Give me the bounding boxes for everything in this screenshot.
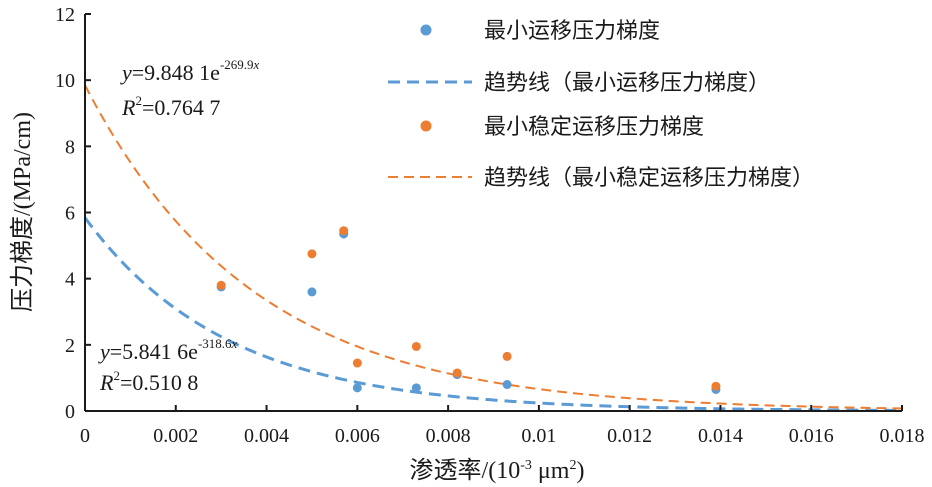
x-tick-label: 0.008: [426, 425, 471, 447]
legend-marker-orange: [420, 120, 432, 132]
data-point: [411, 341, 421, 351]
legend-label-trend-min-migration: 趋势线（最小运移压力梯度）: [484, 71, 770, 96]
orange-fit-r2: R2=0.764 7: [121, 93, 220, 120]
trend-line-blue: [83, 216, 903, 412]
x-axis-ticks: 0 0.002 0.004 0.006 0.008 0.01 0.012 0.014 0.016…: [80, 405, 925, 447]
blue-fit-r2: R2=0.510 8: [99, 368, 198, 395]
trend-line-orange: [84, 84, 903, 410]
y-tick-label: 10: [55, 70, 75, 92]
x-tick-label: 0.006: [335, 425, 380, 447]
data-point: [711, 381, 721, 391]
y-axis-ticks: 0 2 4 6 8 10 12: [55, 4, 91, 423]
x-tick-label: 0.014: [698, 425, 743, 447]
legend-label-trend-min-stable-migration: 趋势线（最小稳定运移压力梯度）: [484, 166, 814, 191]
legend-label-min-migration: 最小运移压力梯度: [484, 19, 660, 44]
data-point: [411, 383, 421, 393]
x-axis-title: 渗透率/(10-3 μm2): [410, 457, 585, 484]
data-point: [502, 351, 512, 361]
data-point: [352, 383, 362, 393]
orange-fit-equation: y=9.848 1e-269.9x: [120, 57, 260, 85]
data-point: [502, 380, 512, 390]
x-tick-label: 0.016: [789, 425, 834, 447]
y-tick-label: 12: [55, 4, 75, 26]
annotation-orange-fit: y=9.848 1e-269.9x R2=0.764 7: [120, 57, 260, 120]
x-tick-label: 0: [80, 425, 90, 447]
x-tick-label: 0.012: [607, 425, 652, 447]
data-point: [452, 368, 462, 378]
x-tick-label: 0.004: [244, 425, 289, 447]
blue-fit-equation: y=5.841 6e-318.6x: [98, 336, 238, 364]
x-tick-label: 0.002: [153, 425, 198, 447]
data-point: [339, 226, 349, 236]
y-axis-title: 压力梯度/(MPa/cm): [9, 112, 36, 312]
y-tick-label: 6: [65, 203, 75, 225]
legend-label-min-stable-migration: 最小稳定运移压力梯度: [484, 115, 704, 140]
scatter-series-orange: [216, 226, 721, 391]
annotation-blue-fit: y=5.841 6e-318.6x R2=0.510 8: [98, 336, 238, 395]
plot-area: [83, 84, 903, 412]
data-point: [307, 287, 317, 297]
y-tick-label: 2: [65, 335, 75, 357]
x-tick-label: 0.018: [880, 425, 925, 447]
data-point: [216, 280, 226, 290]
data-point: [352, 358, 362, 368]
data-point: [307, 249, 317, 259]
y-tick-label: 8: [65, 136, 75, 158]
y-tick-label: 4: [65, 269, 75, 291]
legend-marker-blue: [420, 24, 432, 36]
legend: 最小运移压力梯度 趋势线（最小运移压力梯度） 最小稳定运移压力梯度 趋势线（最小…: [388, 19, 814, 191]
scatter-series-blue: [216, 229, 721, 394]
x-tick-label: 0.01: [521, 425, 556, 447]
y-tick-label: 0: [65, 401, 75, 423]
